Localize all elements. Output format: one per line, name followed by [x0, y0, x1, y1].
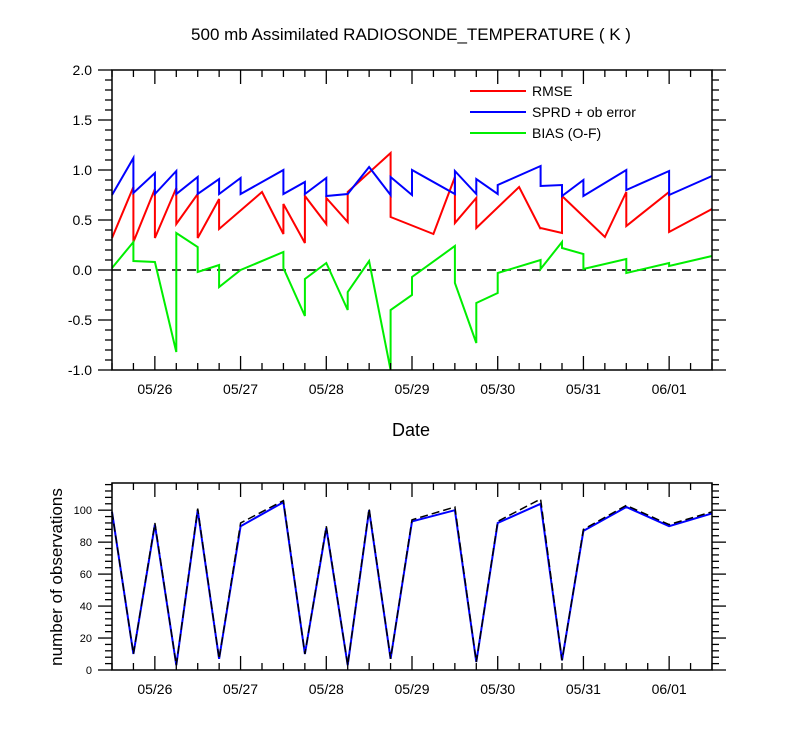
top-y-tick-label: 0.5 [73, 212, 93, 228]
top-y-tick-label: -0.5 [68, 312, 92, 328]
top-plot-panel: 05/26 05/27 05/28 05/29 05/30 05/31 06/01 -1.0 -… [68, 62, 726, 397]
bottom-y-axis-label: number of observations [47, 488, 66, 666]
top-y-tick-label: 1.5 [73, 112, 93, 128]
top-y-tick-label: 0.0 [73, 262, 93, 278]
chart-title: 500 mb Assimilated RADIOSONDE_TEMPERATUR… [191, 25, 631, 44]
bottom-x-tick-label: 05/31 [566, 681, 601, 697]
bottom-x-tick-label: 05/26 [137, 681, 172, 697]
legend-label: SPRD + ob error [532, 104, 636, 120]
legend: RMSE SPRD + ob error BIAS (O-F) [470, 83, 636, 141]
top-y-tick-label: -1.0 [68, 362, 92, 378]
legend-label: BIAS (O-F) [532, 125, 601, 141]
bottom-plot-frame [111, 482, 713, 671]
top-x-tick-label: 05/29 [394, 381, 429, 397]
top-x-tick-label: 05/30 [480, 381, 515, 397]
top-x-tick-label: 05/27 [223, 381, 258, 397]
top-y-tick-label: 2.0 [73, 62, 93, 78]
top-x-tick-label: 06/01 [652, 381, 687, 397]
bottom-y-tick-label: 100 [74, 505, 92, 517]
bottom-series-assimilated [111, 500, 713, 666]
bottom-y-tick-label: 0 [86, 665, 92, 677]
bottom-x-tick-label: 05/28 [309, 681, 344, 697]
top-x-tick-label: 05/26 [137, 381, 172, 397]
bottom-series-possible [111, 497, 713, 666]
bottom-y-tick-label: 60 [80, 569, 92, 581]
bottom-y-tick-label: 40 [80, 601, 92, 613]
top-x-axis-label: Date [392, 420, 430, 440]
top-y-tick-label: 1.0 [73, 162, 93, 178]
bottom-x-tick-label: 05/29 [394, 681, 429, 697]
top-series-rmse [111, 150, 713, 244]
legend-label: RMSE [532, 83, 572, 99]
bottom-y-tick-label: 20 [80, 633, 92, 645]
bottom-x-tick-label: 06/01 [652, 681, 687, 697]
bottom-x-tick-label: 05/27 [223, 681, 258, 697]
bottom-x-tick-label: 05/30 [480, 681, 515, 697]
top-x-tick-label: 05/28 [309, 381, 344, 397]
top-x-tick-label: 05/31 [566, 381, 601, 397]
top-series-sprd-ob-error [111, 154, 713, 198]
bottom-y-tick-label: 80 [80, 537, 92, 549]
bottom-plot-panel: 05/26 05/27 05/28 05/29 05/30 05/31 06/01 0 20 40… [74, 482, 726, 697]
top-series-bias-o-f [111, 231, 713, 371]
